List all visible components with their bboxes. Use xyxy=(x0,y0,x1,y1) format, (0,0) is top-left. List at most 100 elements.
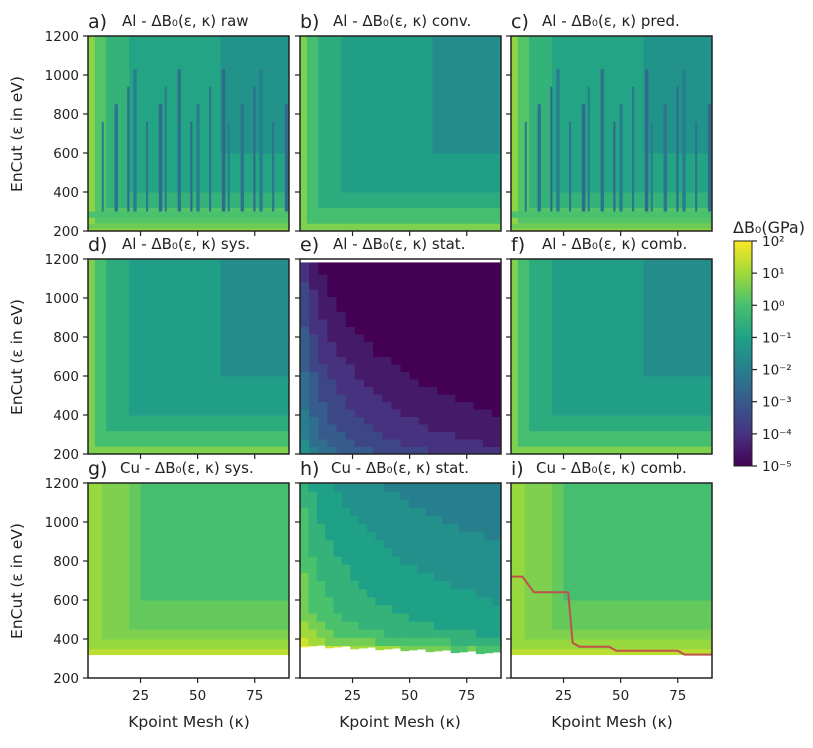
heatmap-cell xyxy=(318,409,328,417)
heatmap-cell xyxy=(316,564,326,573)
heatmap-cell xyxy=(409,319,420,327)
heatmap-cell xyxy=(418,439,429,447)
heatmap-cell xyxy=(327,326,338,335)
heatmap-cell xyxy=(418,379,429,387)
heatmap-cell xyxy=(309,379,319,387)
heatmap-cell xyxy=(464,401,475,410)
heatmap-cell xyxy=(333,548,343,557)
heatmap-cell xyxy=(373,356,383,365)
heatmap-cell xyxy=(400,483,410,492)
heatmap-cell xyxy=(358,548,368,557)
colorbar-tick-label: 10⁻¹ xyxy=(762,330,792,346)
heatmap-cell xyxy=(473,334,484,342)
heatmap-cell xyxy=(482,311,493,320)
y-tick-label: 400 xyxy=(53,632,79,648)
heatmap-cell xyxy=(358,483,368,492)
heatmap-cell xyxy=(418,371,429,380)
heatmap-cell xyxy=(467,539,477,549)
heatmap-cell xyxy=(327,379,338,387)
heatmap-cell xyxy=(418,259,429,267)
heatmap-cell xyxy=(450,507,460,516)
heatmap-cell xyxy=(446,334,456,342)
heatmap-cell xyxy=(446,431,456,440)
heatmap-cell xyxy=(375,548,385,557)
heatmap-cell xyxy=(459,564,468,573)
panel-i: i) Cu - ΔB₀(ε, κ) comb. xyxy=(510,458,713,679)
heatmap-cell xyxy=(427,319,438,327)
heatmap-cell xyxy=(309,281,319,290)
heatmap-cell xyxy=(336,319,347,327)
heatmap-cell xyxy=(382,311,392,320)
heatmap-cell xyxy=(367,539,376,549)
heatmap-cell xyxy=(350,588,360,598)
heatmap-cell xyxy=(482,274,493,282)
heatmap-c xyxy=(511,36,713,232)
heatmap-cell xyxy=(482,266,493,275)
heatmap-cell xyxy=(392,491,401,500)
heatmap-cell xyxy=(354,274,365,282)
heatmap-cell xyxy=(333,645,343,648)
colorbar-tick-label: 10¹ xyxy=(762,266,785,282)
heatmap-cell xyxy=(308,507,318,516)
heatmap-cell xyxy=(484,621,494,630)
heatmap-cell xyxy=(437,371,447,380)
heatmap-cell xyxy=(473,311,484,320)
heatmap-cell xyxy=(446,311,456,320)
heatmap-cell xyxy=(367,637,376,646)
heatmap-cell xyxy=(373,259,383,267)
heatmap-cell xyxy=(316,580,326,590)
heatmap-cell xyxy=(418,311,429,320)
heatmap-cell xyxy=(300,341,310,350)
heatmap-cell xyxy=(358,613,368,622)
heatmap-cell xyxy=(375,596,385,606)
heatmap-cell xyxy=(409,409,420,417)
heatmap-cell xyxy=(491,401,502,410)
heatmap-cell xyxy=(409,334,420,342)
heatmap-cell xyxy=(300,289,310,297)
heatmap-cell xyxy=(473,266,484,275)
heatmap-cell xyxy=(427,311,438,320)
heatmap-cell xyxy=(400,548,410,557)
heatmap-cell xyxy=(300,515,309,525)
heatmap-cell xyxy=(475,572,485,581)
heatmap-cell xyxy=(350,548,360,557)
panel-c: c) Al - ΔB₀(ε, κ) pred. xyxy=(510,11,713,232)
heatmap-cell xyxy=(464,259,475,267)
heatmap-cell xyxy=(114,104,118,212)
heatmap-cell xyxy=(475,613,485,622)
heatmap-cell xyxy=(400,259,411,267)
heatmap-cell xyxy=(336,274,347,282)
heatmap-cell xyxy=(367,645,376,648)
heatmap-cell xyxy=(418,431,429,440)
heatmap-cell xyxy=(363,281,374,290)
heatmap-cell xyxy=(475,523,485,533)
heatmap-cell xyxy=(408,621,418,630)
convergence-line xyxy=(511,575,712,656)
heatmap-cell xyxy=(392,523,401,533)
heatmap-cell xyxy=(333,491,343,500)
colorbar-tick-label: 10⁻³ xyxy=(762,395,792,411)
heatmap-cell xyxy=(354,446,365,455)
heatmap-cell xyxy=(450,548,460,557)
heatmap-cell xyxy=(650,121,653,212)
heatmap-cell xyxy=(325,499,334,508)
heatmap-cell xyxy=(417,637,427,646)
heatmap-cell xyxy=(432,36,502,154)
heatmap-cell xyxy=(455,281,465,290)
heatmap-cell xyxy=(492,629,502,638)
heatmap-cell xyxy=(391,259,401,267)
heatmap-cell xyxy=(459,531,468,541)
heatmap-cell xyxy=(327,394,338,402)
heatmap-cell xyxy=(491,409,502,417)
plot-frame-c xyxy=(510,35,713,232)
panel-b: b) Al - ΔB₀(ε, κ) conv. xyxy=(299,11,502,232)
heatmap-cell xyxy=(491,416,502,425)
heatmap-cell xyxy=(373,334,383,342)
heatmap-cell xyxy=(491,326,502,335)
heatmap-cell xyxy=(467,499,477,508)
heatmap-cell xyxy=(425,588,435,598)
heatmap-cell xyxy=(409,424,420,432)
heatmap-cell xyxy=(492,588,502,598)
heatmap-cell xyxy=(550,86,553,212)
heatmap-cell xyxy=(418,341,429,350)
